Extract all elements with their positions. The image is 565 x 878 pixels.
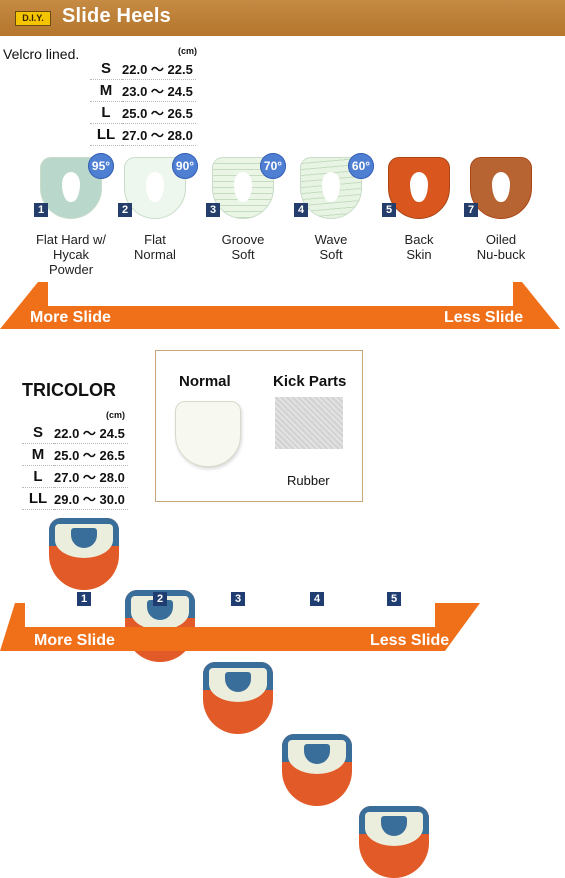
header-bar: D.I.Y. Slide Heels [0,0,565,36]
tricolor-heel [203,662,273,734]
tricolor-heel [49,518,119,590]
tricolor-heel [359,806,429,878]
page-title: Slide Heels [62,5,171,27]
size-row: S 22.0 ～ 24.5 [22,422,128,444]
heel-hole [62,172,80,202]
size-row: LL 29.0 ～ 30.0 [22,487,128,510]
heel-label: Flat Hard w/ Hycak Powder [35,232,107,277]
heel-hole [146,172,164,202]
tricolor-number: 5 [387,592,401,606]
rubber-swatch [275,397,343,449]
heel-number: 3 [206,203,220,217]
slide-arrow-top [0,282,560,329]
normal-heel-image [175,401,241,467]
diy-badge: D.I.Y. [15,11,51,26]
tricolor-size-table: S 22.0 ～ 24.5 M 25.0 ～ 26.5 L 27.0 ～ 28.0 L… [22,422,128,510]
heel-hole [234,172,252,202]
heel-hole [492,172,510,202]
tricolor-number: 2 [153,592,167,606]
normal-label: Normal [179,373,231,390]
angle-badge: 95° [88,153,114,179]
heel-label: Back Skin [404,232,434,262]
heel-hole [410,172,428,202]
rubber-label: Rubber [287,473,330,488]
slide-arrow-bottom [0,603,480,651]
heel-label: Flat Normal [134,232,176,262]
heel-label: Groove Soft [221,232,265,262]
size-table: S 22.0 ～ 22.5 M 23.0 ～ 24.5 L 25.0 ～ 26.5 L… [90,58,196,146]
tricolor-number: 1 [77,592,91,606]
more-slide-label: More Slide [34,632,115,649]
velcro-note: Velcro lined. [3,46,80,62]
heel-label: Oiled Nu-buck [476,232,526,262]
unit-label: (cm) [106,410,126,420]
tricolor-heel [282,734,352,806]
angle-badge: 70° [260,153,286,179]
angle-badge: 90° [172,153,198,179]
size-row: M 25.0 ～ 26.5 [22,443,128,466]
tricolor-title: TRICOLOR [22,380,116,400]
arrow-shape [0,282,560,329]
heel-label: Wave Soft [314,232,348,262]
heel-number: 5 [382,203,396,217]
more-slide-label: More Slide [30,309,111,326]
heel-swatch [470,157,532,219]
normal-kick-box: Normal Kick Parts Rubber [155,350,363,502]
tricolor-number: 3 [231,592,245,606]
heel-swatch [388,157,450,219]
size-row: S 22.0 ～ 22.5 [90,58,196,80]
size-row: LL 27.0 ～ 28.0 [90,123,196,146]
heel-hole [322,172,340,202]
less-slide-label: Less Slide [370,632,450,649]
kick-parts-label: Kick Parts [273,373,347,390]
size-row: M 23.0 ～ 24.5 [90,79,196,102]
heel-number: 1 [34,203,48,217]
less-slide-label: Less Slide [444,309,524,326]
angle-badge: 60° [348,153,374,179]
heel-number: 7 [464,203,478,217]
heel-number: 2 [118,203,132,217]
arrow-shape [0,603,480,651]
size-row: L 25.0 ～ 26.5 [90,101,196,124]
tricolor-number: 4 [310,592,324,606]
heel-number: 4 [294,203,308,217]
unit-label: (cm) [178,46,198,56]
size-row: L 27.0 ～ 28.0 [22,465,128,488]
